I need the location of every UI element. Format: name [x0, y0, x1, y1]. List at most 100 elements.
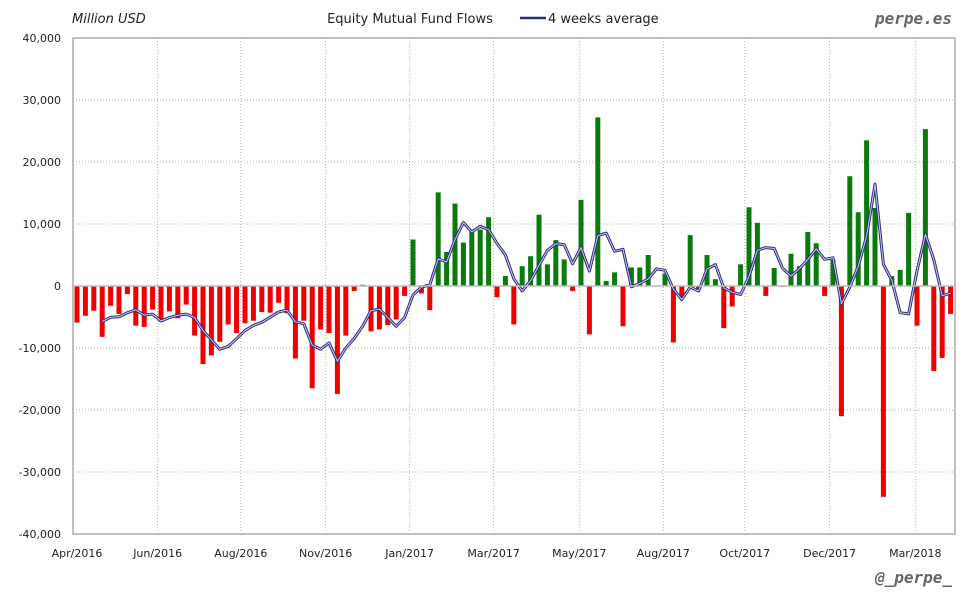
- y-tick-label: -40,000: [19, 528, 61, 541]
- bar-outflow: [99, 286, 105, 337]
- bar-inflow: [561, 259, 567, 286]
- x-tick-label: Jan/2017: [384, 547, 434, 560]
- bar-outflow: [721, 286, 727, 329]
- bar-inflow: [477, 229, 483, 286]
- x-tick-label: Mar/2017: [467, 547, 519, 560]
- bar-outflow: [385, 286, 391, 326]
- bar-inflow: [712, 279, 718, 286]
- y-axis-unit-label: Million USD: [72, 12, 146, 27]
- x-tick-label: Aug/2017: [637, 547, 690, 560]
- bar-inflow: [469, 229, 475, 286]
- bar-outflow: [183, 286, 189, 305]
- bar-outflow: [82, 286, 88, 316]
- bar-outflow: [427, 286, 433, 311]
- bar-outflow: [242, 286, 248, 324]
- bar-inflow: [746, 207, 752, 286]
- bar-outflow: [74, 286, 80, 323]
- bar-outflow: [670, 286, 676, 343]
- bar-inflow: [813, 243, 819, 286]
- bar-outflow: [91, 286, 97, 311]
- bar-outflow: [914, 286, 920, 326]
- bar-outflow: [259, 286, 265, 313]
- y-tick-label: 40,000: [23, 32, 62, 45]
- bar-outflow: [570, 286, 576, 291]
- bar-inflow: [897, 269, 903, 286]
- bar-outflow: [284, 286, 290, 314]
- bar-inflow: [771, 268, 777, 286]
- bar-inflow: [603, 281, 609, 286]
- bar-outflow: [586, 286, 592, 335]
- bar-outflow: [158, 286, 164, 322]
- x-tick-label: Apr/2016: [52, 547, 103, 560]
- x-tick-label: Aug/2016: [214, 547, 267, 560]
- bar-outflow: [679, 286, 685, 298]
- bar-outflow: [763, 286, 769, 296]
- bar-outflow: [418, 286, 424, 294]
- bar-outflow: [494, 286, 500, 298]
- bar-outflow: [343, 286, 349, 336]
- bar-inflow: [519, 266, 525, 286]
- bar-inflow: [435, 192, 441, 286]
- y-tick-label: -30,000: [19, 466, 61, 479]
- bar-outflow: [234, 286, 240, 334]
- bar-outflow: [334, 286, 340, 394]
- bar-inflow: [612, 272, 618, 286]
- bar-outflow: [141, 286, 147, 327]
- bar-outflow: [880, 286, 886, 497]
- bar-inflow: [502, 276, 508, 286]
- y-tick-label: -20,000: [19, 404, 61, 417]
- y-tick-label: -10,000: [19, 342, 61, 355]
- bar-inflow: [687, 235, 693, 286]
- bar-outflow: [250, 286, 256, 321]
- bar-inflow: [788, 253, 794, 286]
- bar-outflow: [351, 286, 357, 291]
- average-line: [101, 182, 952, 363]
- bar-outflow: [108, 286, 114, 306]
- axes: -40,000 -30,000 -20,000 -10,000 0 10,000 20,00…: [19, 32, 956, 560]
- average-line-outline: [101, 182, 952, 363]
- bar-inflow: [444, 251, 450, 286]
- bar-outflow: [368, 286, 374, 332]
- y-tick-label: 0: [54, 280, 61, 293]
- bar-outflow: [208, 286, 214, 356]
- bar-outflow: [326, 286, 332, 334]
- y-tick-label: 10,000: [23, 218, 62, 231]
- bar-inflow: [847, 176, 853, 286]
- bar-inflow: [595, 117, 601, 286]
- bar-inflow: [553, 240, 559, 286]
- bar-inflow: [410, 239, 416, 286]
- bar-inflow: [578, 199, 584, 286]
- bar-outflow: [402, 286, 408, 296]
- x-tick-label: Mar/2018: [889, 547, 941, 560]
- bar-outflow: [267, 286, 273, 313]
- watermark-top: perpe.es: [874, 9, 952, 28]
- chart-title: Equity Mutual Fund Flows: [327, 12, 493, 27]
- bar-inflow: [864, 140, 870, 286]
- bar-inflow: [662, 273, 668, 286]
- bars: [74, 117, 954, 497]
- bar-inflow: [906, 212, 912, 286]
- bar-inflow: [855, 212, 861, 286]
- bar-inflow: [536, 214, 542, 286]
- bar-outflow: [393, 286, 399, 320]
- average-line-inner: [101, 183, 951, 362]
- bar-outflow: [301, 286, 307, 321]
- y-tick-label: 30,000: [23, 94, 62, 107]
- bar-outflow: [166, 286, 172, 312]
- bar-inflow: [528, 256, 534, 286]
- bar-outflow: [124, 286, 130, 295]
- bar-outflow: [116, 286, 122, 314]
- bar-inflow: [922, 129, 928, 286]
- bar-outflow: [931, 286, 937, 371]
- bar-outflow: [150, 286, 156, 310]
- y-tick-label: 20,000: [23, 156, 62, 169]
- bar-outflow: [511, 286, 517, 325]
- bar-inflow: [544, 264, 550, 286]
- bar-outflow: [729, 286, 735, 307]
- bar-inflow: [830, 259, 836, 286]
- bar-outflow: [309, 286, 315, 389]
- bar-inflow: [452, 203, 458, 286]
- bar-outflow: [822, 286, 828, 296]
- x-tick-label: Oct/2017: [719, 547, 770, 560]
- bar-inflow: [872, 207, 878, 286]
